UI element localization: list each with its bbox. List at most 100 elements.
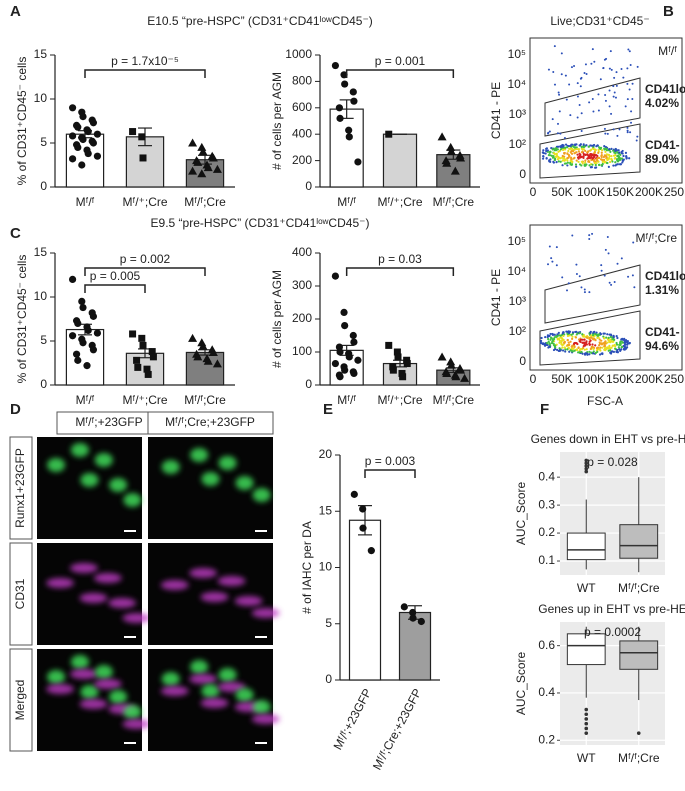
y-tick-label: 15 <box>34 47 48 61</box>
event-dot <box>574 163 578 166</box>
event-dot <box>620 257 623 260</box>
event-dot <box>620 157 624 160</box>
event-dot <box>608 67 611 70</box>
gfp-signal <box>201 684 220 698</box>
event-dot <box>607 336 610 339</box>
y-tick-label: 0.2 <box>538 525 555 539</box>
outlier <box>584 464 589 468</box>
event-dot <box>567 341 570 344</box>
data-point <box>212 359 222 368</box>
y-tick-label: 800 <box>292 74 312 88</box>
event-dot <box>593 60 596 63</box>
event-dot <box>581 148 584 151</box>
data-point <box>393 348 401 356</box>
flow-y-tick: 10⁴ <box>507 264 526 278</box>
event-dot <box>555 343 558 346</box>
bar <box>329 108 364 188</box>
outlier <box>584 717 589 721</box>
event-dot <box>580 164 583 167</box>
event-dot <box>579 348 582 351</box>
event-dot <box>559 145 562 148</box>
event-dot <box>621 161 624 164</box>
event-dot <box>624 105 627 108</box>
event-dot <box>551 339 555 342</box>
event-dot <box>558 93 561 96</box>
data-point <box>68 332 77 340</box>
gfp-signal <box>252 488 271 502</box>
flow-x-tick: 50K <box>551 185 572 199</box>
data-point <box>74 123 82 131</box>
event-dot <box>561 349 565 352</box>
significance-bracket <box>84 69 206 78</box>
event-dot <box>564 350 567 353</box>
event-dot <box>584 161 587 164</box>
event-dot <box>589 166 592 169</box>
event-dot <box>560 341 563 344</box>
y-axis-label: AUC_Score <box>514 481 528 545</box>
event-dot <box>563 159 566 162</box>
event-dot <box>603 145 606 148</box>
data-point <box>203 356 213 365</box>
event-dot <box>579 338 583 341</box>
data-point <box>341 366 349 374</box>
data-point <box>188 138 198 147</box>
event-dot <box>597 93 600 96</box>
event-dot <box>596 334 599 337</box>
event-dot <box>567 149 570 153</box>
chart-title: E10.5 “pre-HSPC” (CD31⁺CD41ˡᵒʷCD45⁻) <box>147 14 373 28</box>
event-dot <box>556 122 559 125</box>
event-dot <box>558 110 561 113</box>
event-dot <box>600 264 603 267</box>
event-dot <box>626 341 629 344</box>
event-dot <box>544 152 547 155</box>
event-dot <box>602 66 605 69</box>
chart-title: E9.5 “pre-HSPC” (CD31⁺CD41ˡᵒʷCD45⁻) <box>151 216 370 230</box>
flow-x-tick: 50K <box>551 372 572 386</box>
event-dot <box>578 104 581 107</box>
event-dot <box>628 341 631 345</box>
data-point <box>68 275 77 283</box>
event-dot <box>611 160 614 163</box>
event-dot <box>579 156 582 159</box>
event-dot <box>626 82 629 85</box>
event-dot <box>584 159 587 162</box>
data-point <box>138 133 146 141</box>
gfp-signal <box>123 705 142 719</box>
data-point <box>68 155 77 163</box>
event-dot <box>601 158 604 161</box>
event-dot <box>624 343 627 346</box>
event-dot <box>576 342 579 346</box>
flow-y-tick: 10² <box>509 324 526 338</box>
data-point <box>394 353 402 361</box>
event-dot <box>614 154 617 157</box>
x-tick-label: Mᶠ/ᶠ;Cre <box>433 393 475 407</box>
y-tick-label: 15 <box>319 503 333 517</box>
chart-title: Genes up in EHT vs pre-HE <box>538 602 685 616</box>
event-dot <box>552 160 555 163</box>
event-dot <box>576 153 579 156</box>
event-dot <box>626 131 629 134</box>
event-dot <box>597 109 600 112</box>
event-dot <box>574 336 578 339</box>
event-dot <box>569 114 572 117</box>
event-dot <box>558 337 561 340</box>
event-dot <box>589 339 592 342</box>
event-dot <box>629 63 632 66</box>
event-dot <box>551 332 554 336</box>
event-dot <box>583 338 586 341</box>
gate-name: CD41lo <box>645 82 685 96</box>
event-dot <box>540 336 543 340</box>
event-dot <box>588 291 591 294</box>
event-dot <box>561 154 564 158</box>
event-dot <box>583 288 586 291</box>
event-dot <box>601 352 604 356</box>
data-point <box>84 149 92 158</box>
event-dot <box>568 83 571 86</box>
flow-y-tick: 0 <box>519 354 526 368</box>
cd31-signal <box>93 573 122 583</box>
event-dot <box>553 45 556 48</box>
event-dot <box>568 334 571 337</box>
event-dot <box>582 346 585 350</box>
event-dot <box>557 331 560 334</box>
data-point <box>331 359 340 368</box>
